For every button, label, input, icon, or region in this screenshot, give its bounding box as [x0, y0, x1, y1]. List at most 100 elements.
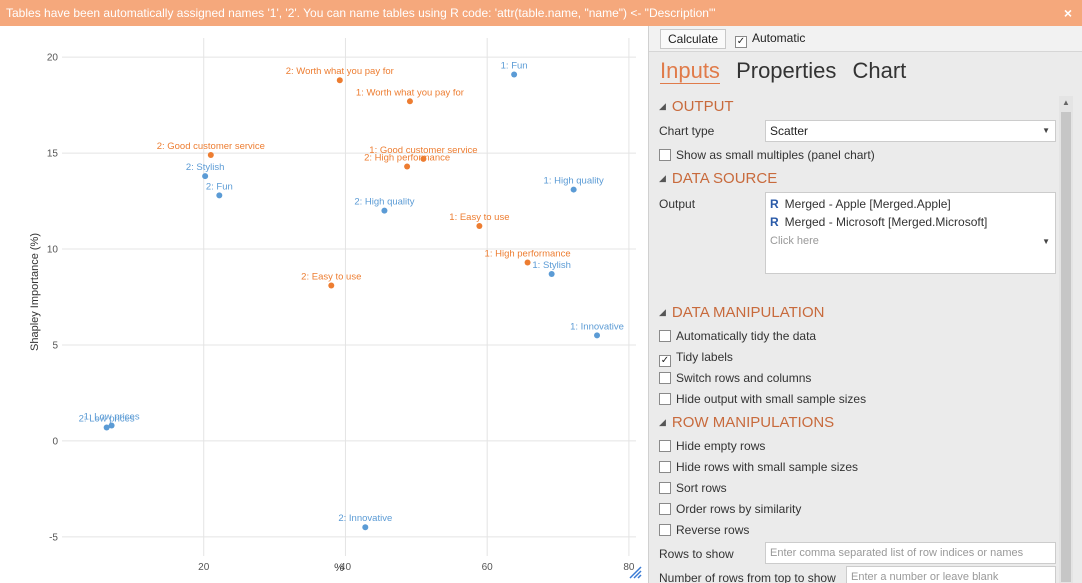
section-row-manipulations[interactable]: ◢ ROW MANIPULATIONS	[659, 414, 835, 431]
data-point-label: 2: Fun	[206, 181, 233, 192]
data-point-label: 2: Good customer service	[157, 141, 265, 152]
checkbox-icon[interactable]	[659, 440, 671, 452]
checkbox-icon[interactable]	[659, 524, 671, 536]
switch-rows-checkbox[interactable]: Switch rows and columns	[659, 371, 811, 385]
tab-inputs[interactable]: Inputs	[660, 58, 720, 84]
chevron-down-icon: ▼	[1042, 126, 1050, 135]
panel-tabs: Inputs Properties Chart	[660, 58, 916, 84]
r-icon: R	[770, 197, 779, 211]
order-similarity-checkbox[interactable]: Order rows by similarity	[659, 502, 801, 516]
data-point-label: 2: Innovative	[338, 513, 392, 524]
panel-toolbar: Calculate ✓ Automatic	[649, 26, 1082, 52]
data-point-label: 1: Innovative	[570, 321, 624, 332]
y-tick-label: 5	[52, 340, 58, 351]
data-source-item[interactable]: R Merged - Microsoft [Merged.Microsoft]	[770, 215, 988, 229]
hide-small-rows-checkbox[interactable]: Hide rows with small sample sizes	[659, 460, 858, 474]
section-data-manipulation[interactable]: ◢ DATA MANIPULATION	[659, 304, 825, 321]
data-point	[381, 207, 388, 214]
hide-empty-rows-checkbox[interactable]: Hide empty rows	[659, 439, 765, 453]
data-point	[202, 173, 209, 180]
data-point	[406, 98, 413, 105]
data-point	[362, 524, 369, 531]
checkbox-checked-icon[interactable]: ✓	[735, 36, 747, 48]
info-banner: Tables have been automatically assigned …	[0, 0, 1082, 26]
checkbox-icon[interactable]	[659, 482, 671, 494]
y-tick-label: 10	[47, 245, 59, 256]
data-point	[476, 223, 483, 230]
data-source-list[interactable]: R Merged - Apple [Merged.Apple] R Merged -…	[765, 192, 1056, 274]
tidy-data-checkbox[interactable]: Automatically tidy the data	[659, 329, 816, 343]
r-icon: R	[770, 215, 779, 229]
reverse-rows-checkbox[interactable]: Reverse rows	[659, 523, 749, 537]
scroll-thumb[interactable]	[1061, 112, 1071, 582]
tab-properties[interactable]: Properties	[736, 58, 837, 83]
section-data-source[interactable]: ◢ DATA SOURCE	[659, 170, 778, 187]
checkbox-icon[interactable]	[659, 372, 671, 384]
automatic-checkbox[interactable]: ✓ Automatic	[735, 31, 805, 48]
data-point-label: 2: Worth what you pay for	[286, 66, 394, 77]
banner-message: Tables have been automatically assigned …	[6, 6, 716, 20]
num-rows-label: Number of rows from top to show	[659, 571, 836, 583]
data-point	[594, 332, 601, 339]
x-axis-title: %	[334, 562, 344, 574]
hide-small-output-checkbox[interactable]: Hide output with small sample sizes	[659, 392, 866, 406]
data-point	[420, 155, 427, 162]
scroll-up-icon[interactable]: ▲	[1062, 98, 1070, 107]
collapse-triangle-icon[interactable]: ◢	[659, 417, 666, 427]
data-point	[570, 186, 577, 193]
x-tick-label: 20	[198, 562, 210, 573]
click-here-placeholder[interactable]: Click here	[770, 235, 819, 247]
num-rows-input[interactable]: Enter a number or leave blank	[846, 566, 1056, 583]
small-multiples-checkbox[interactable]: Show as small multiples (panel chart)	[659, 148, 875, 162]
y-tick-label: -5	[49, 532, 58, 543]
data-point	[328, 282, 335, 289]
data-source-item[interactable]: R Merged - Apple [Merged.Apple]	[770, 197, 951, 211]
data-point	[336, 77, 343, 84]
data-point-label: 1: Good customer service	[369, 145, 477, 156]
data-point	[404, 163, 411, 170]
tidy-labels-checkbox[interactable]: ✓ Tidy labels	[659, 350, 733, 367]
calculate-button[interactable]: Calculate	[660, 29, 727, 49]
data-point-label: 1: Easy to use	[449, 212, 509, 223]
data-point-label: 2: Low prices	[79, 413, 135, 424]
collapse-triangle-icon[interactable]: ◢	[659, 173, 666, 183]
data-point-label: 2: Stylish	[186, 162, 225, 173]
inputs-content: ◢ OUTPUT Chart type Scatter ▼ Show as smal…	[649, 96, 1057, 583]
data-point-label: 2: Easy to use	[301, 271, 361, 282]
section-output[interactable]: ◢ OUTPUT	[659, 98, 734, 115]
data-point-label: 2: High quality	[354, 197, 414, 208]
data-point	[511, 71, 518, 78]
side-panel: Calculate ✓ Automatic Inputs Properties C…	[648, 26, 1082, 583]
checkbox-checked-icon[interactable]: ✓	[659, 355, 671, 367]
collapse-triangle-icon[interactable]: ◢	[659, 101, 666, 111]
panel-scrollbar[interactable]: ▲	[1059, 96, 1073, 583]
close-icon[interactable]: ×	[1063, 5, 1072, 21]
data-point	[108, 422, 115, 429]
rows-to-show-input[interactable]: Enter comma separated list of row indice…	[765, 542, 1056, 564]
y-tick-label: 20	[47, 53, 59, 64]
chart-area: 20 40 60 80 -5 0 5 10 15 20% Shapley Importance (%…	[0, 26, 648, 583]
chart-type-select[interactable]: Scatter ▼	[765, 120, 1056, 142]
checkbox-icon[interactable]	[659, 330, 671, 342]
data-point-label: 1: Fun	[501, 60, 528, 71]
checkbox-icon[interactable]	[659, 393, 671, 405]
checkbox-icon[interactable]	[659, 149, 671, 161]
data-point	[103, 424, 110, 431]
x-tick-label: 60	[482, 562, 494, 573]
checkbox-icon[interactable]	[659, 503, 671, 515]
tab-chart[interactable]: Chart	[852, 58, 907, 83]
data-point-label: 1: Low prices	[84, 412, 140, 423]
data-point-label: 1: Worth what you pay for	[356, 87, 464, 98]
data-point-label: 2: High performance	[364, 153, 450, 164]
sort-rows-checkbox[interactable]: Sort rows	[659, 481, 727, 495]
resize-handle-icon[interactable]	[628, 565, 642, 579]
output-label: Output	[659, 197, 696, 211]
checkbox-icon[interactable]	[659, 461, 671, 473]
data-point	[207, 152, 214, 159]
rows-to-show-label: Rows to show	[659, 547, 734, 561]
x-tick-label: 80	[623, 562, 635, 573]
chevron-down-icon[interactable]: ▼	[1042, 237, 1050, 246]
y-tick-label: 0	[52, 436, 58, 447]
collapse-triangle-icon[interactable]: ◢	[659, 307, 666, 317]
data-point	[548, 270, 555, 277]
